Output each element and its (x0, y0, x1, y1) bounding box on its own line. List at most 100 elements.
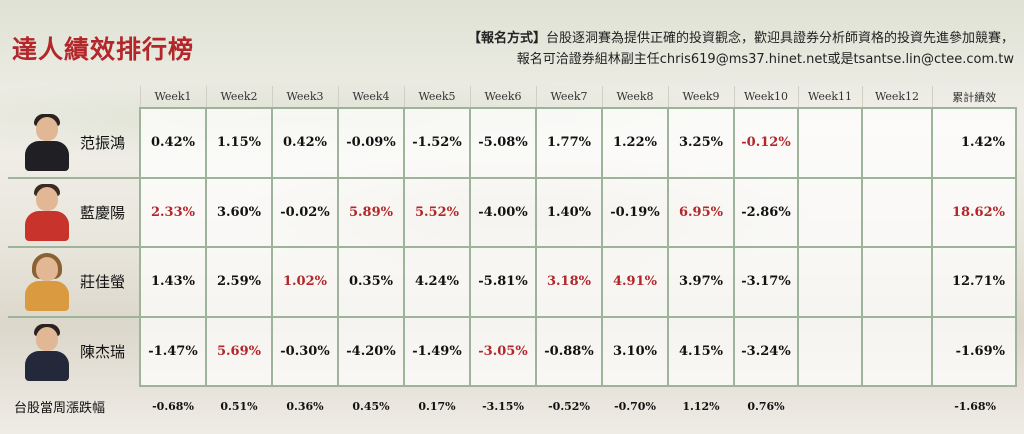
week-value-cell: 4.24% (403, 246, 471, 318)
player-avatar (22, 183, 72, 242)
week-value-cell: 0.42% (271, 107, 339, 179)
week-value-cell: 2.59% (205, 246, 273, 318)
notice-line2: 報名可洽證券組林副主任chris619@ms37.hinet.net或是tsan… (516, 52, 1014, 67)
week-value-cell: 1.15% (205, 107, 273, 179)
week-value-cell (797, 315, 863, 387)
week-value-cell: 0.42% (139, 107, 207, 179)
week-value-cell: -2.86% (733, 176, 799, 248)
market-row: 台股當周漲跌幅 -0.68% 0.51% 0.36% 0.45% 0.17% -… (8, 386, 1016, 426)
player-name-cell: 陳杰瑞 (8, 316, 141, 386)
header-week5: Week5 (403, 86, 470, 108)
player-avatar (22, 323, 72, 381)
player-name: 范振鴻 (80, 133, 126, 152)
week-value-cell: -4.20% (337, 315, 405, 387)
week-value-cell: 5.52% (403, 176, 471, 248)
header-week3: Week3 (271, 86, 338, 108)
week-value-cell: 3.25% (667, 107, 735, 179)
week-value-cell: 3.97% (667, 246, 735, 318)
market-week8: -0.70% (614, 400, 656, 413)
week-value-cell: 4.91% (601, 246, 669, 318)
notice-line1: 台股逐洞賽為提供正確的投資觀念，歡迎具證券分析師資格的投資先進參加競賽， (545, 31, 1014, 46)
week-value-cell: 3.10% (601, 315, 669, 387)
week-value-cell: -0.88% (535, 315, 603, 387)
week-value-cell: -0.12% (733, 107, 799, 179)
player-name: 莊佳螢 (80, 273, 126, 292)
header-week7: Week7 (535, 86, 602, 108)
market-week9: 1.12% (682, 400, 720, 413)
header-week4: Week4 (337, 86, 404, 108)
cumulative-performance-cell: -1.69% (931, 315, 1017, 387)
header-week9: Week9 (667, 86, 734, 108)
player-name: 藍慶陽 (80, 203, 126, 222)
week-value-cell: 3.60% (205, 176, 273, 248)
week-value-cell: 2.33% (139, 176, 207, 248)
market-week4: 0.45% (352, 400, 390, 413)
market-week2: 0.51% (220, 400, 258, 413)
week-value-cell (861, 315, 933, 387)
cumulative-performance-cell: 18.62% (931, 176, 1017, 248)
week-value-cell (861, 176, 933, 248)
week-value-cell: -0.02% (271, 176, 339, 248)
notice-label: 【報名方式】 (467, 31, 546, 46)
market-week1: -0.68% (152, 400, 194, 413)
player-name: 陳杰瑞 (80, 343, 126, 362)
header-blank (8, 86, 140, 108)
header-week12: Week12 (861, 86, 932, 108)
week-value-cell (797, 107, 863, 179)
market-total: -1.68% (954, 400, 996, 413)
header-week2: Week2 (205, 86, 272, 108)
header-week8: Week8 (601, 86, 668, 108)
week-value-cell: 1.77% (535, 107, 603, 179)
market-week11 (798, 386, 862, 426)
week-value-cell: 4.15% (667, 315, 735, 387)
week-value-cell: 6.95% (667, 176, 735, 248)
week-value-cell: -0.30% (271, 315, 339, 387)
week-value-cell: -1.49% (403, 315, 471, 387)
week-value-cell (861, 107, 933, 179)
week-value-cell: -3.05% (469, 315, 537, 387)
market-week7: -0.52% (548, 400, 590, 413)
week-value-cell: -1.47% (139, 315, 207, 387)
header-row: Week1 Week2 Week3 Week4 Week5 Week6 Week… (8, 86, 1016, 108)
header-week10: Week10 (733, 86, 798, 108)
header-week6: Week6 (469, 86, 536, 108)
week-value-cell: -5.08% (469, 107, 537, 179)
header-week1: Week1 (139, 86, 206, 108)
week-value-cell: 1.40% (535, 176, 603, 248)
week-value-cell: -4.00% (469, 176, 537, 248)
week-value-cell: 1.22% (601, 107, 669, 179)
week-value-cell: -0.09% (337, 107, 405, 179)
cumulative-performance-cell: 12.71% (931, 246, 1017, 318)
week-value-cell: 5.89% (337, 176, 405, 248)
player-name-cell: 莊佳螢 (8, 247, 141, 318)
week-value-cell: 1.02% (271, 246, 339, 318)
week-value-cell: -3.24% (733, 315, 799, 387)
week-value-cell: -5.81% (469, 246, 537, 318)
week-value-cell: -3.17% (733, 246, 799, 318)
player-avatar (22, 113, 72, 172)
player-name-cell: 藍慶陽 (8, 177, 141, 248)
market-week6: -3.15% (482, 400, 524, 413)
player-row: 藍慶陽 2.33% 3.60% -0.02% 5.89% 5.52% -4.00% 1.40%… (8, 176, 1017, 248)
market-label: 台股當周漲跌幅 (14, 400, 106, 416)
player-name-cell: 范振鴻 (8, 108, 141, 179)
market-week5: 0.17% (418, 400, 456, 413)
week-value-cell: 3.18% (535, 246, 603, 318)
market-week3: 0.36% (286, 400, 324, 413)
week-value-cell: 0.35% (337, 246, 405, 318)
week-value-cell: 5.69% (205, 315, 273, 387)
week-value-cell: -0.19% (601, 176, 669, 248)
player-avatar (22, 252, 72, 311)
header-week11: Week11 (797, 86, 862, 108)
week-value-cell (797, 246, 863, 318)
cumulative-performance-cell: 1.42% (931, 107, 1017, 179)
ranking-table-wrap: Week1 Week2 Week3 Week4 Week5 Week6 Week… (8, 86, 1017, 416)
market-week12 (862, 386, 932, 426)
ranking-table: Week1 Week2 Week3 Week4 Week5 Week6 Week… (8, 86, 1017, 426)
page-title: 達人績效排行榜 (12, 35, 195, 64)
player-row: 范振鴻 0.42% 1.15% 0.42% -0.09% -1.52% -5.08% 1.77… (8, 107, 1017, 179)
week-value-cell: 1.43% (139, 246, 207, 318)
header-total: 累計績效 (931, 86, 1016, 108)
week-value-cell (797, 176, 863, 248)
player-row: 陳杰瑞 -1.47% 5.69% -0.30% -4.20% -1.49% -3.05% -0… (8, 315, 1017, 387)
